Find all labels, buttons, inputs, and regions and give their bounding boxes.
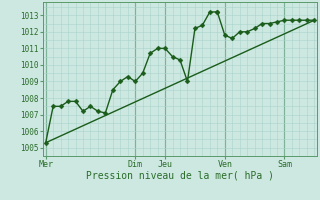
X-axis label: Pression niveau de la mer( hPa ): Pression niveau de la mer( hPa ) [86, 171, 274, 181]
